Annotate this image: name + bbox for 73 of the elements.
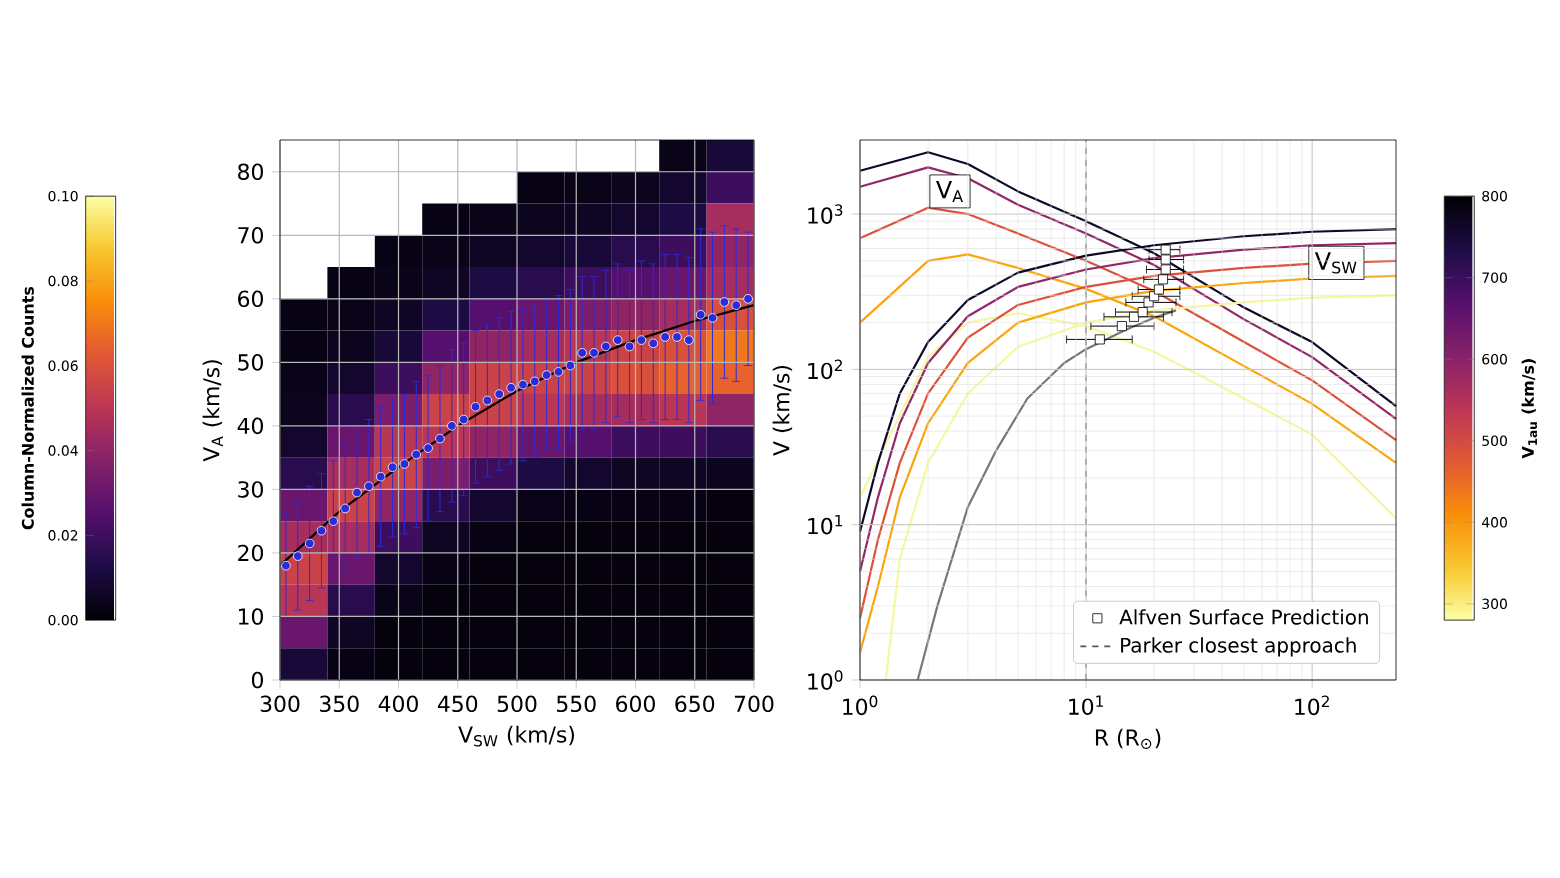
point xyxy=(458,414,469,425)
y-tick-label: 10$^{3}$ xyxy=(808,204,843,224)
point xyxy=(399,459,410,469)
x-tick-label: 300 xyxy=(260,695,300,713)
point xyxy=(292,551,303,561)
point xyxy=(553,367,564,377)
point xyxy=(636,335,647,345)
point xyxy=(364,481,374,492)
point xyxy=(612,335,623,345)
y-axis-title: V (km/s) xyxy=(772,365,793,456)
x-axis-title: V$_{SW}$ (km/s) xyxy=(458,725,575,747)
point xyxy=(482,395,493,406)
x-tick-label: 400 xyxy=(378,695,418,713)
point xyxy=(304,538,315,549)
x-tick-label: 10$^{0}$ xyxy=(843,695,878,716)
point xyxy=(601,341,611,352)
point xyxy=(435,433,445,444)
point xyxy=(589,348,599,358)
point xyxy=(577,348,587,358)
x-tick-label: 500 xyxy=(497,695,537,713)
point xyxy=(731,300,742,310)
x-tick-label: 450 xyxy=(437,695,478,713)
x-tick-label: 600 xyxy=(616,695,655,713)
point xyxy=(719,297,730,307)
y-tick-label: 80 xyxy=(238,163,263,181)
point xyxy=(470,402,481,412)
x-tick-label: 350 xyxy=(319,695,359,713)
point xyxy=(506,382,516,393)
point xyxy=(672,332,682,342)
y-tick-label: 10$^{1}$ xyxy=(808,514,843,535)
point xyxy=(743,294,753,304)
point xyxy=(411,449,422,460)
x-tick-label: 700 xyxy=(734,695,774,713)
point xyxy=(529,376,540,387)
ref-line-label: Parker closest approach xyxy=(1121,637,1356,657)
point xyxy=(316,525,327,536)
point xyxy=(447,421,457,431)
x-tick-label: 10$^{2}$ xyxy=(1295,695,1329,716)
y-tick-label: 0 xyxy=(251,671,263,689)
y-tick-label: 50 xyxy=(238,354,263,371)
annotation: V$_{SW}$ xyxy=(1314,252,1357,274)
y-tick-label: 20 xyxy=(238,544,263,562)
legend-label: Alfven Surface Prediction xyxy=(1119,609,1368,625)
point xyxy=(707,313,718,323)
point xyxy=(684,335,694,345)
point xyxy=(375,471,386,482)
point xyxy=(660,332,670,342)
point xyxy=(387,462,398,472)
y-tick-label: 40 xyxy=(237,417,263,435)
x-tick-label: 650 xyxy=(675,695,715,713)
point xyxy=(340,503,350,514)
point xyxy=(565,360,576,371)
point xyxy=(648,338,659,349)
y-tick-label: 70 xyxy=(238,227,263,244)
y-tick-label: 60 xyxy=(238,290,263,308)
y-tick-label: 30 xyxy=(238,481,263,498)
x-axis-title: R (R$_{⊙}$) xyxy=(1095,728,1161,749)
point xyxy=(494,389,505,399)
point xyxy=(423,443,433,453)
point xyxy=(624,341,635,352)
point xyxy=(328,516,339,526)
y-axis-title: V$_{A}$ (km/s) xyxy=(202,360,223,462)
y-tick-label: 10$^{2}$ xyxy=(808,359,842,380)
point xyxy=(518,379,528,390)
point xyxy=(541,370,552,380)
y-tick-label: 10 xyxy=(238,608,263,625)
y-tick-label: 10$^{0}$ xyxy=(808,670,843,690)
annotation: V$_{A}$ xyxy=(936,180,963,202)
point xyxy=(281,560,291,571)
point xyxy=(352,487,362,498)
x-tick-label: 10$^{1}$ xyxy=(1069,695,1103,715)
point xyxy=(695,309,706,320)
x-tick-label: 550 xyxy=(557,695,596,713)
